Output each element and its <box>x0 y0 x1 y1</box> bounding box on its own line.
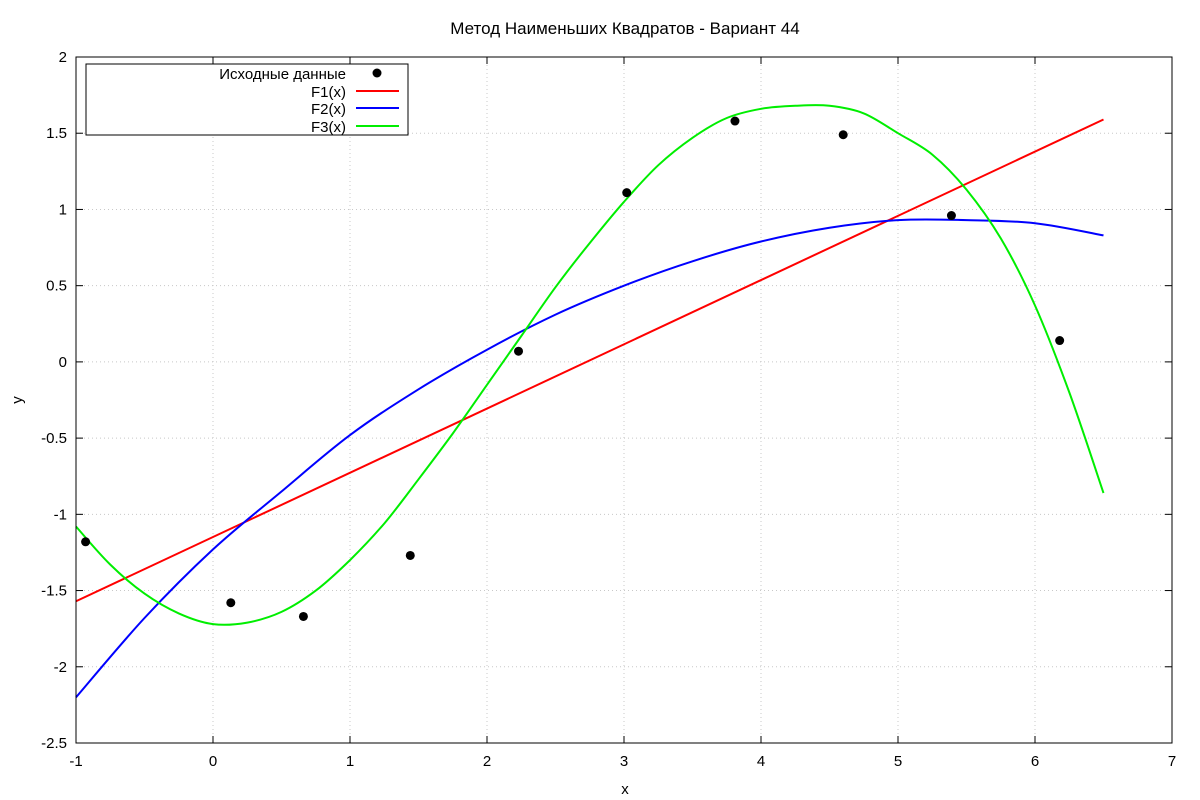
x-axis-label: x <box>621 781 629 798</box>
legend-label-f3: F3(x) <box>311 119 346 136</box>
x-tick-label: 2 <box>483 753 491 770</box>
series-line-f2 <box>75 218 1104 698</box>
y-tick-label: 0 <box>59 354 67 371</box>
data-point <box>1055 336 1065 346</box>
legend-box <box>85 63 409 136</box>
data-point <box>514 346 524 356</box>
points-layer <box>81 116 1065 621</box>
legend: Исходные данные F1(x) F2(x) F3(x) <box>85 63 409 136</box>
x-tick-label: 4 <box>757 753 765 770</box>
x-tick-label: 6 <box>1031 753 1039 770</box>
y-tick-label: -0.5 <box>41 430 67 447</box>
legend-label-f2: F2(x) <box>311 101 346 118</box>
y-axis-label: y <box>9 396 26 404</box>
y-tick-label: -1 <box>54 506 67 523</box>
data-point <box>946 211 956 221</box>
series-layer <box>75 104 1105 698</box>
legend-label-points: Исходные данные <box>219 66 346 83</box>
y-tick-label: 1 <box>59 201 67 218</box>
x-tick-label: -1 <box>69 753 82 770</box>
y-tick-label: 2 <box>59 49 67 66</box>
y-tick-label: 0.5 <box>46 278 67 295</box>
x-tick-label: 3 <box>620 753 628 770</box>
data-point <box>298 611 308 621</box>
data-point <box>81 537 91 547</box>
axis-ticks: -1 0 1 2 3 4 5 6 7 -2.5 -2 -1.5 -1 -0.5 0 0.5 1 1.5 2 <box>41 49 1176 770</box>
y-tick-label: 1.5 <box>46 125 67 142</box>
series-line-f3 <box>75 104 1105 626</box>
x-tick-label: 7 <box>1168 753 1176 770</box>
data-point <box>405 550 415 560</box>
legend-marker-points <box>372 68 382 78</box>
data-point <box>838 130 848 140</box>
y-tick-label: -1.5 <box>41 583 67 600</box>
data-point <box>226 598 236 608</box>
chart-title: Метод Наименьших Квадратов - Вариант 44 <box>450 19 799 38</box>
x-tick-label: 5 <box>894 753 902 770</box>
y-tick-label: -2 <box>54 659 67 676</box>
x-tick-label: 0 <box>209 753 217 770</box>
x-tick-label: 1 <box>346 753 354 770</box>
data-point <box>730 116 740 126</box>
data-point <box>622 188 632 198</box>
y-tick-label: -2.5 <box>41 735 67 752</box>
legend-label-f1: F1(x) <box>311 84 346 101</box>
